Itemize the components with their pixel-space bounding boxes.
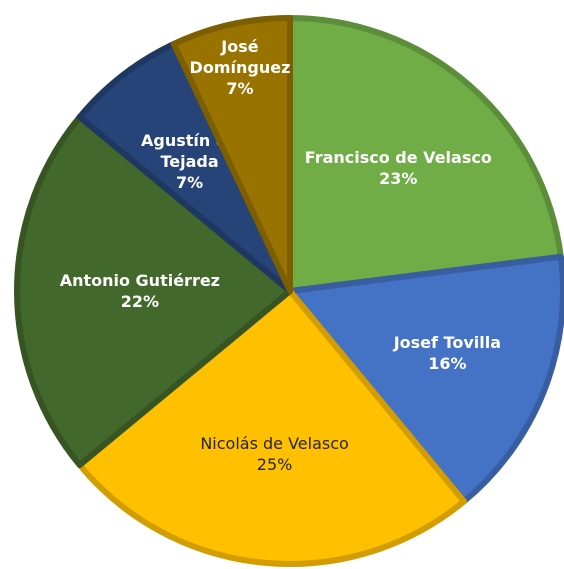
value-label: 23% [379, 169, 418, 189]
value-label: 16% [428, 354, 467, 374]
label-box: Josef Tovilla 16% [357, 308, 537, 398]
label-box: Francisco de Velasco 23% [283, 123, 513, 213]
category-label: Josef Tovilla [393, 333, 502, 353]
pie-slice [76, 288, 468, 567]
slice-label: Antonio Gutiérrez 22% [40, 246, 240, 336]
label-box: Nicolás de Velasco 25% [160, 409, 390, 499]
label-box: Antonio Gutiérrez 22% [40, 246, 240, 336]
label-box: José Domínguez 7% [185, 22, 295, 112]
pie-slice [14, 113, 293, 469]
category-label: Francisco de Velasco [304, 148, 492, 168]
value-label: 25% [256, 455, 293, 475]
value-label: 22% [120, 292, 159, 311]
category-label: Antonio Gutiérrez [59, 271, 220, 290]
pie-slice [287, 15, 564, 294]
pie-slice [287, 253, 564, 505]
pie-slice [170, 15, 293, 294]
category-label: Nicolás de Velasco [200, 434, 349, 454]
value-label: 7% [226, 78, 254, 98]
category-label: José Domínguez [189, 36, 291, 77]
value-label: 7% [176, 173, 204, 193]
